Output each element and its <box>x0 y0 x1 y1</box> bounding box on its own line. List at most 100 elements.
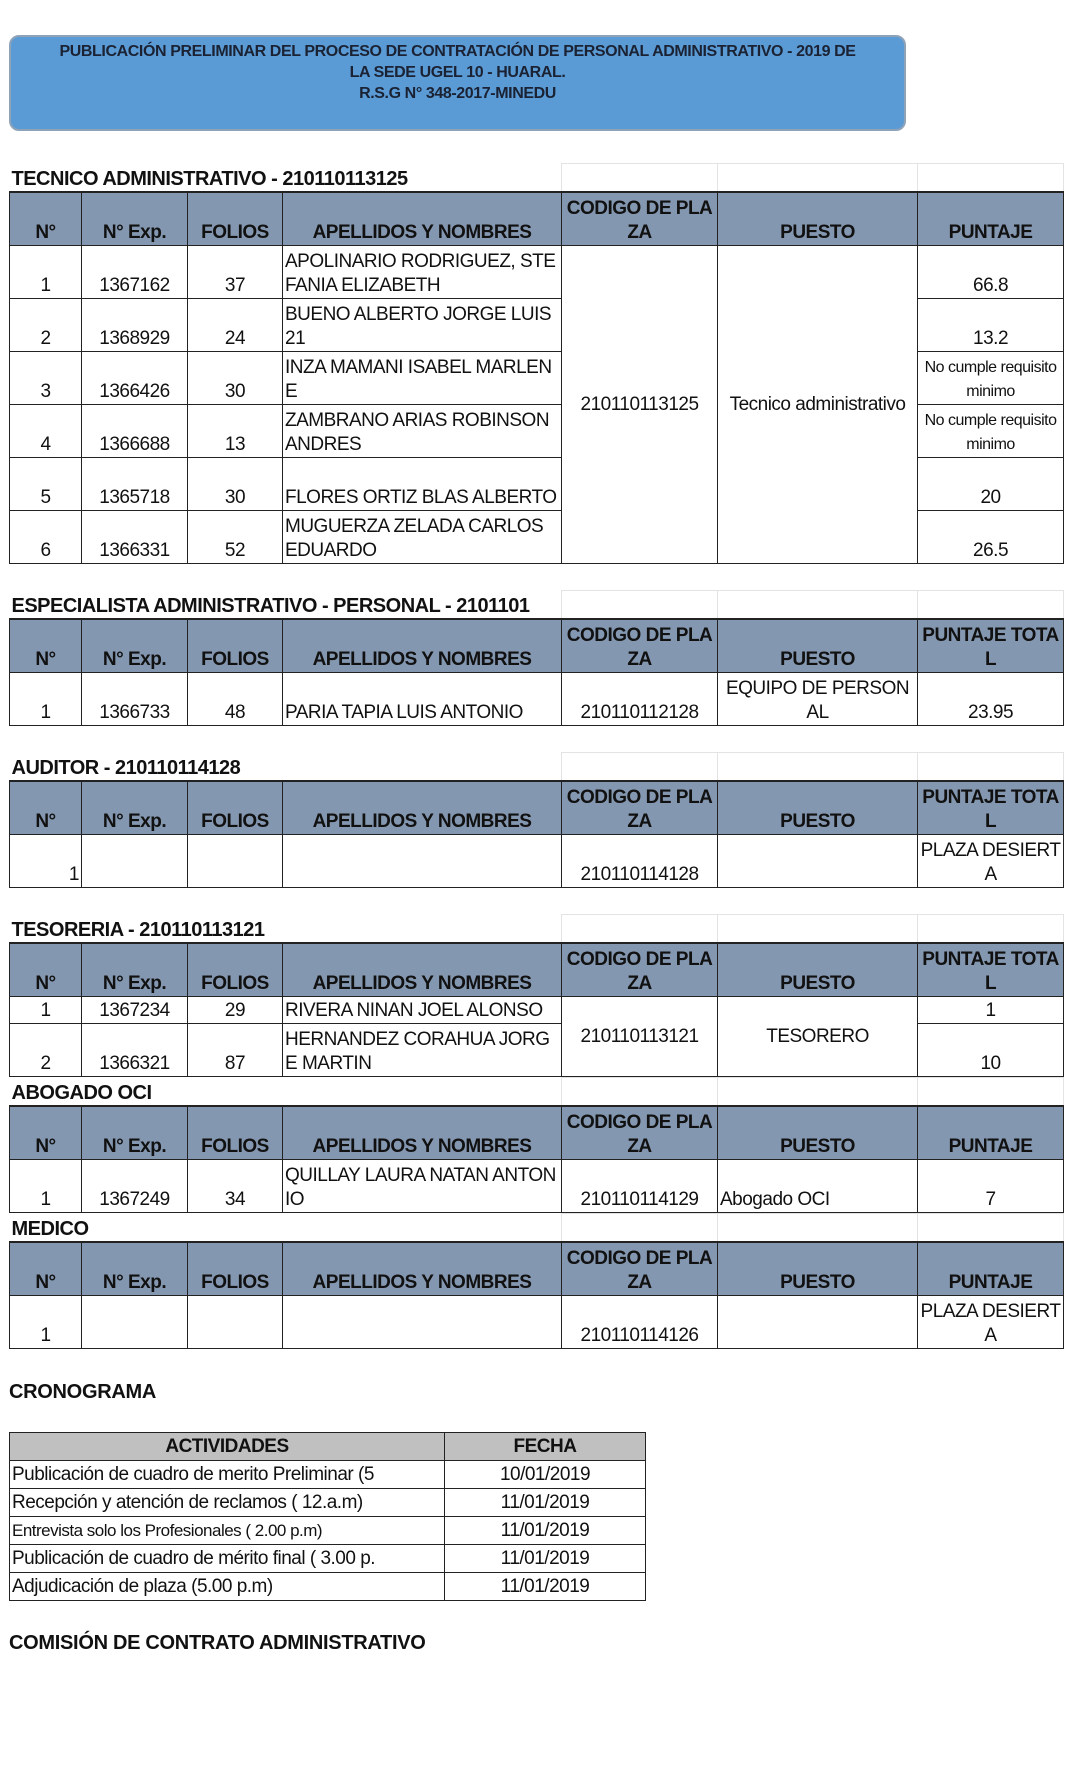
header-n: N° <box>9 191 82 246</box>
header-n: N° <box>9 1105 82 1160</box>
empty-cell <box>917 163 1065 193</box>
nombre-cell: MUGUERZA ZELADA CARLOS EDUARDO <box>281 510 563 564</box>
nombre-cell: INZA MAMANI ISABEL MARLENE <box>281 351 563 405</box>
row-number: 1 <box>9 1159 82 1213</box>
puntaje-cell: 7 <box>917 1159 1064 1213</box>
header-folios: FOLIOS <box>187 942 283 997</box>
table-row: 1 210110114126 PLAZA DESIERTA <box>9 1295 1064 1349</box>
header-exp: N° Exp. <box>81 780 188 835</box>
empty-cell <box>561 590 719 620</box>
table-row: Publicación de cuadro de merito Prelimin… <box>9 1460 646 1489</box>
header-codigo: CODIGO DE PLAZA <box>561 618 719 673</box>
section-1: ESPECIALISTA ADMINISTRATIVO - PERSONAL -… <box>9 590 1065 726</box>
section-title-row: TESORERIA - 210110113121 <box>9 914 1065 944</box>
header-row: N° N° Exp. FOLIOS APELLIDOS Y NOMBRES CODIGO… <box>9 780 1065 835</box>
actividad-cell: Entrevista solo los Profesionales ( 2.00… <box>9 1516 445 1545</box>
header-fecha: FECHA <box>444 1432 646 1461</box>
table-row: Publicación de cuadro de mérito final ( … <box>9 1544 646 1573</box>
empty-cell <box>561 1213 718 1243</box>
cronograma-header-row: ACTIVIDADES FECHA <box>9 1432 646 1461</box>
header-nombres: APELLIDOS Y NOMBRES <box>281 780 563 835</box>
expediente-cell: 1367162 <box>81 245 188 299</box>
position-table: AUDITOR - 210110114128 N° N° Exp. FOLIOS APE… <box>9 752 1065 888</box>
section-3: TESORERIA - 210110113121 N° N° Exp. FOLIOS A… <box>9 914 1065 1077</box>
header-puesto: PUESTO <box>717 618 919 673</box>
header-codigo: CODIGO DE PLAZA <box>561 1241 718 1296</box>
puntaje-cell: 20 <box>917 457 1065 511</box>
header-exp: N° Exp. <box>81 1241 188 1296</box>
actividad-cell: Publicación de cuadro de mérito final ( … <box>9 1544 445 1573</box>
folios-cell: 30 <box>187 351 283 405</box>
empty-cell <box>917 1077 1064 1107</box>
puntaje-cell: No cumple requisito minimo <box>917 404 1065 458</box>
puesto-cell <box>717 834 919 888</box>
expediente-cell: 1367234 <box>81 996 188 1024</box>
empty-cell <box>717 1213 918 1243</box>
nombre-cell <box>281 834 563 888</box>
nombre-cell: HERNANDEZ CORAHUA JORGE MARTIN <box>281 1023 563 1077</box>
header-puntaje: PUNTAJE TOTAL <box>917 942 1065 997</box>
nombre-cell: FLORES ORTIZ BLAS ALBERTO <box>281 457 563 511</box>
codigo-plaza-cell: 210110112128 <box>561 672 719 726</box>
expediente-cell <box>81 834 188 888</box>
nombre-cell: QUILLAY LAURA NATAN ANTONIO <box>282 1159 562 1213</box>
section-title-row: TECNICO ADMINISTRATIVO - 210110113125 <box>9 163 1065 193</box>
folios-cell <box>187 1295 283 1349</box>
nombre-cell: RIVERA NINAN JOEL ALONSO <box>281 996 563 1024</box>
header-nombres: APELLIDOS Y NOMBRES <box>282 1105 562 1160</box>
folios-cell: 48 <box>187 672 283 726</box>
section-title-row: ESPECIALISTA ADMINISTRATIVO - PERSONAL -… <box>9 590 1065 620</box>
expediente-cell: 1368929 <box>81 298 188 352</box>
folios-cell: 30 <box>187 457 283 511</box>
header-puesto: PUESTO <box>717 191 919 246</box>
puesto-cell: EQUIPO DE PERSONAL <box>717 672 919 726</box>
row-number: 2 <box>9 298 82 352</box>
header-n: N° <box>9 1241 82 1296</box>
empty-cell <box>917 752 1065 782</box>
cronograma-title: CRONOGRAMA <box>9 1381 156 1403</box>
header-nombres: APELLIDOS Y NOMBRES <box>281 618 563 673</box>
table-row: 3 1366426 30 INZA MAMANI ISABEL MARLENE No c… <box>9 351 1065 405</box>
position-table: MEDICO N° N° Exp. FOLIOS APELLIDOS Y NOMBRES… <box>9 1213 1064 1349</box>
sections-container: TECNICO ADMINISTRATIVO - 210110113125 N° N… <box>9 163 1065 1349</box>
expediente-cell: 1366321 <box>81 1023 188 1077</box>
section-title-row: AUDITOR - 210110114128 <box>9 752 1065 782</box>
table-row: 1 1367249 34 QUILLAY LAURA NATAN ANTONIO 210… <box>9 1159 1064 1213</box>
row-number: 4 <box>9 404 82 458</box>
header-codigo: CODIGO DE PLAZA <box>561 780 719 835</box>
empty-cell <box>561 1077 718 1107</box>
empty-cell <box>717 914 919 944</box>
empty-cell <box>717 163 919 193</box>
empty-cell <box>717 1077 918 1107</box>
table-row: Recepción y atención de reclamos ( 12.a.… <box>9 1488 646 1517</box>
comision-title: COMISIÓN DE CONTRATO ADMINISTRATIVO <box>9 1632 426 1654</box>
header-nombres: APELLIDOS Y NOMBRES <box>281 942 563 997</box>
header-exp: N° Exp. <box>81 1105 188 1160</box>
folios-cell: 13 <box>187 404 283 458</box>
row-number: 1 <box>9 834 82 888</box>
section-title: TECNICO ADMINISTRATIVO - 210110113125 <box>9 163 563 193</box>
puntaje-cell: 66.8 <box>917 245 1065 299</box>
header-n: N° <box>9 618 82 673</box>
empty-cell <box>561 163 719 193</box>
folios-cell: 29 <box>187 996 283 1024</box>
document-banner: PUBLICACIÓN PRELIMINAR DEL PROCESO DE CO… <box>9 35 906 131</box>
position-table: ABOGADO OCI N° N° Exp. FOLIOS APELLIDOS Y NO… <box>9 1077 1064 1213</box>
expediente-cell: 1366426 <box>81 351 188 405</box>
header-nombres: APELLIDOS Y NOMBRES <box>282 1241 562 1296</box>
expediente-cell: 1367249 <box>81 1159 188 1213</box>
fecha-cell: 11/01/2019 <box>444 1544 646 1573</box>
puesto-cell: TESORERO <box>717 996 919 1077</box>
header-folios: FOLIOS <box>187 618 283 673</box>
header-puesto: PUESTO <box>717 780 919 835</box>
fecha-cell: 11/01/2019 <box>444 1488 646 1517</box>
table-row: 1 1367162 37 APOLINARIO RODRIGUEZ, STEFANIA… <box>9 245 1065 564</box>
header-row: N° N° Exp. FOLIOS APELLIDOS Y NOMBRES CODIGO… <box>9 942 1065 997</box>
table-row: 1 1367234 29 RIVERA NINAN JOEL ALONSO 210110… <box>9 996 1065 1077</box>
section-2: AUDITOR - 210110114128 N° N° Exp. FOLIOS APE… <box>9 752 1065 888</box>
empty-cell <box>917 1213 1064 1243</box>
position-table: ESPECIALISTA ADMINISTRATIVO - PERSONAL -… <box>9 590 1065 726</box>
header-n: N° <box>9 780 82 835</box>
table-row: Adjudicación de plaza (5.00 p.m) 11/01/20… <box>9 1572 646 1601</box>
header-puntaje: PUNTAJE TOTAL <box>917 618 1065 673</box>
